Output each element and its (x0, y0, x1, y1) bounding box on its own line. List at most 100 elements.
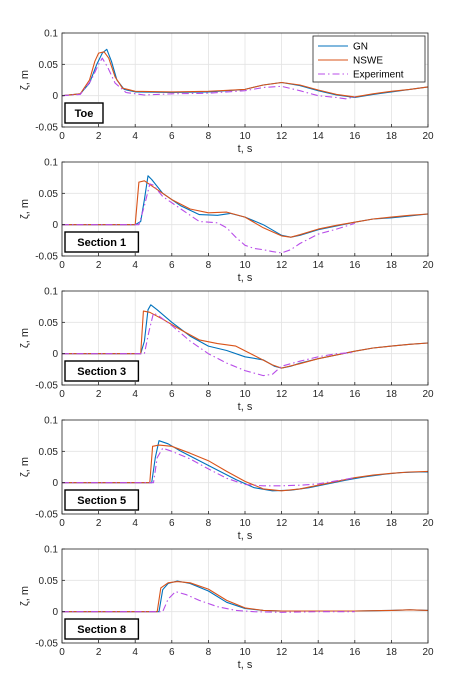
x-tick-label: 10 (239, 389, 251, 400)
x-tick-label: 18 (386, 647, 398, 658)
x-tick-label: 14 (313, 260, 325, 271)
x-tick-label: 2 (96, 389, 102, 400)
x-tick-label: 6 (169, 518, 175, 529)
x-tick-label: 20 (422, 260, 434, 271)
y-tick-label: 0 (52, 91, 58, 102)
panel-label-box (64, 102, 104, 124)
y-tick-label: 0 (52, 349, 58, 360)
series-line-gn (61, 48, 429, 99)
x-tick-label: 12 (276, 131, 288, 142)
y-tick-label: 0.05 (39, 318, 59, 329)
x-tick-label: 12 (276, 518, 288, 529)
x-tick-label: 0 (59, 518, 65, 529)
y-tick-label: 0 (52, 607, 58, 618)
x-tick-label: 14 (313, 389, 325, 400)
x-tick-label: 2 (96, 647, 102, 658)
x-tick-label: 16 (349, 131, 361, 142)
x-tick-label: 8 (206, 260, 212, 271)
x-tick-label: 2 (96, 260, 102, 271)
x-tick-label: 18 (386, 389, 398, 400)
y-axis-label: ζ, m (19, 199, 31, 219)
x-tick-label: 12 (276, 260, 288, 271)
x-tick-label: 0 (59, 131, 65, 142)
y-tick-label: 0.1 (44, 158, 58, 169)
series-line-experiment (62, 591, 355, 613)
legend: GN NSWE Experiment (312, 35, 426, 83)
series-line-experiment (62, 447, 355, 487)
x-tick-label: 8 (206, 518, 212, 529)
y-tick-label: 0.05 (39, 447, 59, 458)
panel-label-box (64, 360, 140, 382)
y-tick-label: -0.05 (35, 381, 58, 392)
x-axis-label: t, s (238, 401, 253, 413)
x-tick-label: 10 (239, 518, 251, 529)
x-tick-label: 20 (422, 518, 434, 529)
x-tick-label: 6 (169, 389, 175, 400)
series-line-experiment (61, 57, 355, 100)
x-tick-label: 0 (59, 647, 65, 658)
panel-label-box (64, 489, 140, 511)
x-axis-label: t, s (238, 659, 253, 671)
x-tick-label: 0 (59, 260, 65, 271)
x-tick-label: 0 (59, 389, 65, 400)
panel-label: Section 8 (77, 624, 126, 636)
legend-label-gn: GN (353, 42, 368, 53)
y-tick-label: 0.05 (39, 189, 59, 200)
y-axis-label: ζ, m (19, 70, 31, 90)
x-tick-label: 16 (349, 260, 361, 271)
y-tick-label: 0.05 (39, 576, 59, 587)
x-tick-label: 20 (422, 389, 434, 400)
y-tick-label: 0.05 (39, 60, 59, 71)
x-tick-label: 12 (276, 647, 288, 658)
x-tick-label: 4 (132, 389, 138, 400)
series-line-nswe (61, 51, 429, 98)
x-tick-label: 6 (169, 260, 175, 271)
x-tick-label: 18 (386, 518, 398, 529)
y-tick-label: 0.1 (44, 287, 58, 298)
series-line-nswe (62, 581, 429, 613)
series-line-experiment (62, 312, 355, 377)
legend-label-experiment: Experiment (353, 70, 404, 81)
x-axis-label: t, s (238, 530, 253, 542)
x-tick-label: 20 (422, 647, 434, 658)
x-tick-label: 16 (349, 647, 361, 658)
x-tick-label: 10 (239, 647, 251, 658)
y-tick-label: 0.1 (44, 29, 58, 40)
x-tick-label: 18 (386, 260, 398, 271)
panel-label-box (64, 618, 140, 640)
y-tick-label: 0.1 (44, 545, 58, 556)
panel-label: Toe (75, 108, 94, 120)
x-tick-label: 12 (276, 389, 288, 400)
y-axis-label: ζ, m (19, 457, 31, 477)
panel-label-box (64, 231, 140, 253)
x-tick-label: 6 (169, 647, 175, 658)
x-tick-label: 8 (206, 389, 212, 400)
legend-box (312, 35, 426, 83)
panel-label: Section 1 (77, 237, 126, 249)
x-tick-label: 10 (239, 260, 251, 271)
x-tick-label: 4 (132, 518, 138, 529)
panel-label: Section 3 (77, 366, 126, 378)
series-line-nswe (62, 444, 429, 492)
legend-label-nswe: NSWE (353, 56, 383, 67)
x-tick-label: 14 (313, 518, 325, 529)
x-tick-label: 20 (422, 131, 434, 142)
x-tick-label: 8 (206, 131, 212, 142)
x-tick-label: 2 (96, 518, 102, 529)
series-line-nswe (62, 310, 429, 369)
x-tick-label: 6 (169, 131, 175, 142)
y-axis-label: ζ, m (19, 586, 31, 606)
y-tick-label: -0.05 (35, 510, 58, 521)
x-tick-label: 18 (386, 131, 398, 142)
y-tick-label: 0 (52, 220, 58, 231)
x-tick-label: 16 (349, 518, 361, 529)
panel-label: Section 5 (77, 495, 126, 507)
y-tick-label: -0.05 (35, 123, 58, 134)
x-tick-label: 2 (96, 131, 102, 142)
y-tick-label: 0 (52, 478, 58, 489)
